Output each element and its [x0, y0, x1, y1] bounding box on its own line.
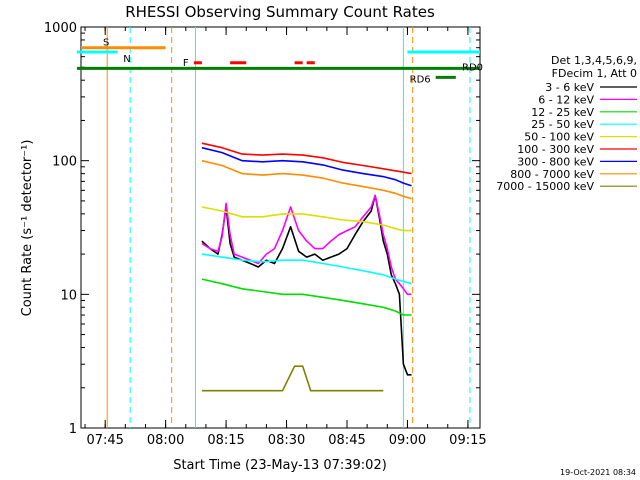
x-tick-label: 09:00 — [389, 433, 426, 448]
x-tick-label: 08:45 — [328, 433, 365, 448]
flag-label: RD6 — [410, 74, 431, 85]
series-line — [201, 146, 412, 187]
series-line — [201, 278, 412, 316]
y-tick-label: 10 — [60, 288, 77, 303]
legend-entry-label: 50 - 100 keV — [524, 131, 594, 144]
x-tick-label: 08:15 — [207, 433, 244, 448]
legend-entry-label: 3 - 6 keV — [545, 81, 594, 94]
series-line — [201, 142, 412, 175]
x-tick-label: 08:30 — [268, 433, 305, 448]
y-tick-label: 100 — [52, 155, 77, 170]
status-bars: S N F RD0 RD6 — [76, 38, 483, 85]
x-tick-label: 09:15 — [449, 433, 486, 448]
x-tick-label: 07:45 — [86, 433, 123, 448]
series-line — [201, 365, 384, 392]
y-tick-label: 1000 — [44, 21, 77, 36]
legend-entry-label: 800 - 7000 keV — [510, 168, 594, 181]
series-line — [201, 194, 412, 296]
x-tick-label: 08:00 — [147, 433, 184, 448]
flag-label: N — [123, 54, 130, 65]
legend-entry-label: 300 - 800 keV — [517, 155, 594, 168]
legend: Det 1,3,4,5,6,9,FDecim 1, Att 03 - 6 keV… — [496, 54, 637, 193]
legend-entry-label: 12 - 25 keV — [531, 106, 594, 119]
legend-entry-label: 6 - 12 keV — [538, 93, 594, 106]
legend-entry-label: 7000 - 15000 keV — [496, 180, 594, 193]
legend-header: FDecim 1, Att 0 — [552, 67, 637, 80]
series-line — [201, 194, 412, 376]
plot-axes: 1 10 100 1000 07:45 08:00 08:15 08:30 08:45 09:00… — [44, 21, 487, 448]
flag-label: F — [183, 58, 189, 69]
chart-title: RHESSI Observing Summary Count Rates — [125, 3, 435, 21]
legend-entry-label: 100 - 300 keV — [517, 143, 594, 156]
legend-entry-label: 25 - 50 keV — [531, 118, 594, 131]
flag-label: RD0 — [462, 62, 483, 73]
flag-label: S — [103, 38, 109, 49]
series-line — [201, 159, 412, 200]
footer-date: 19-Oct-2021 08:34 — [560, 468, 636, 477]
plot-frame — [80, 26, 481, 429]
series-line — [201, 253, 412, 285]
y-axis-label: Count Rate (s⁻¹ detector⁻¹) — [20, 140, 35, 317]
legend-header: Det 1,3,4,5,6,9, — [551, 54, 637, 67]
series-line — [201, 206, 412, 232]
x-axis-label: Start Time (23-May-13 07:39:02) — [173, 458, 387, 473]
y-tick-label: 1 — [69, 422, 77, 437]
data-series — [201, 142, 412, 392]
